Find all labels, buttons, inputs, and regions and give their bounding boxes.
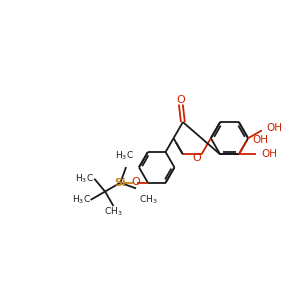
Text: O: O xyxy=(132,177,140,187)
Text: H$_3$C: H$_3$C xyxy=(72,194,91,206)
Text: OH: OH xyxy=(253,135,268,145)
Text: CH$_3$: CH$_3$ xyxy=(139,193,158,206)
Text: O: O xyxy=(176,94,185,105)
Text: O: O xyxy=(192,153,201,163)
Text: OH: OH xyxy=(267,123,283,134)
Text: CH$_3$: CH$_3$ xyxy=(104,206,123,218)
Text: H$_3$C: H$_3$C xyxy=(115,150,134,162)
Text: Si: Si xyxy=(115,178,126,188)
Text: H$_3$C: H$_3$C xyxy=(75,172,94,185)
Text: OH: OH xyxy=(261,149,278,159)
